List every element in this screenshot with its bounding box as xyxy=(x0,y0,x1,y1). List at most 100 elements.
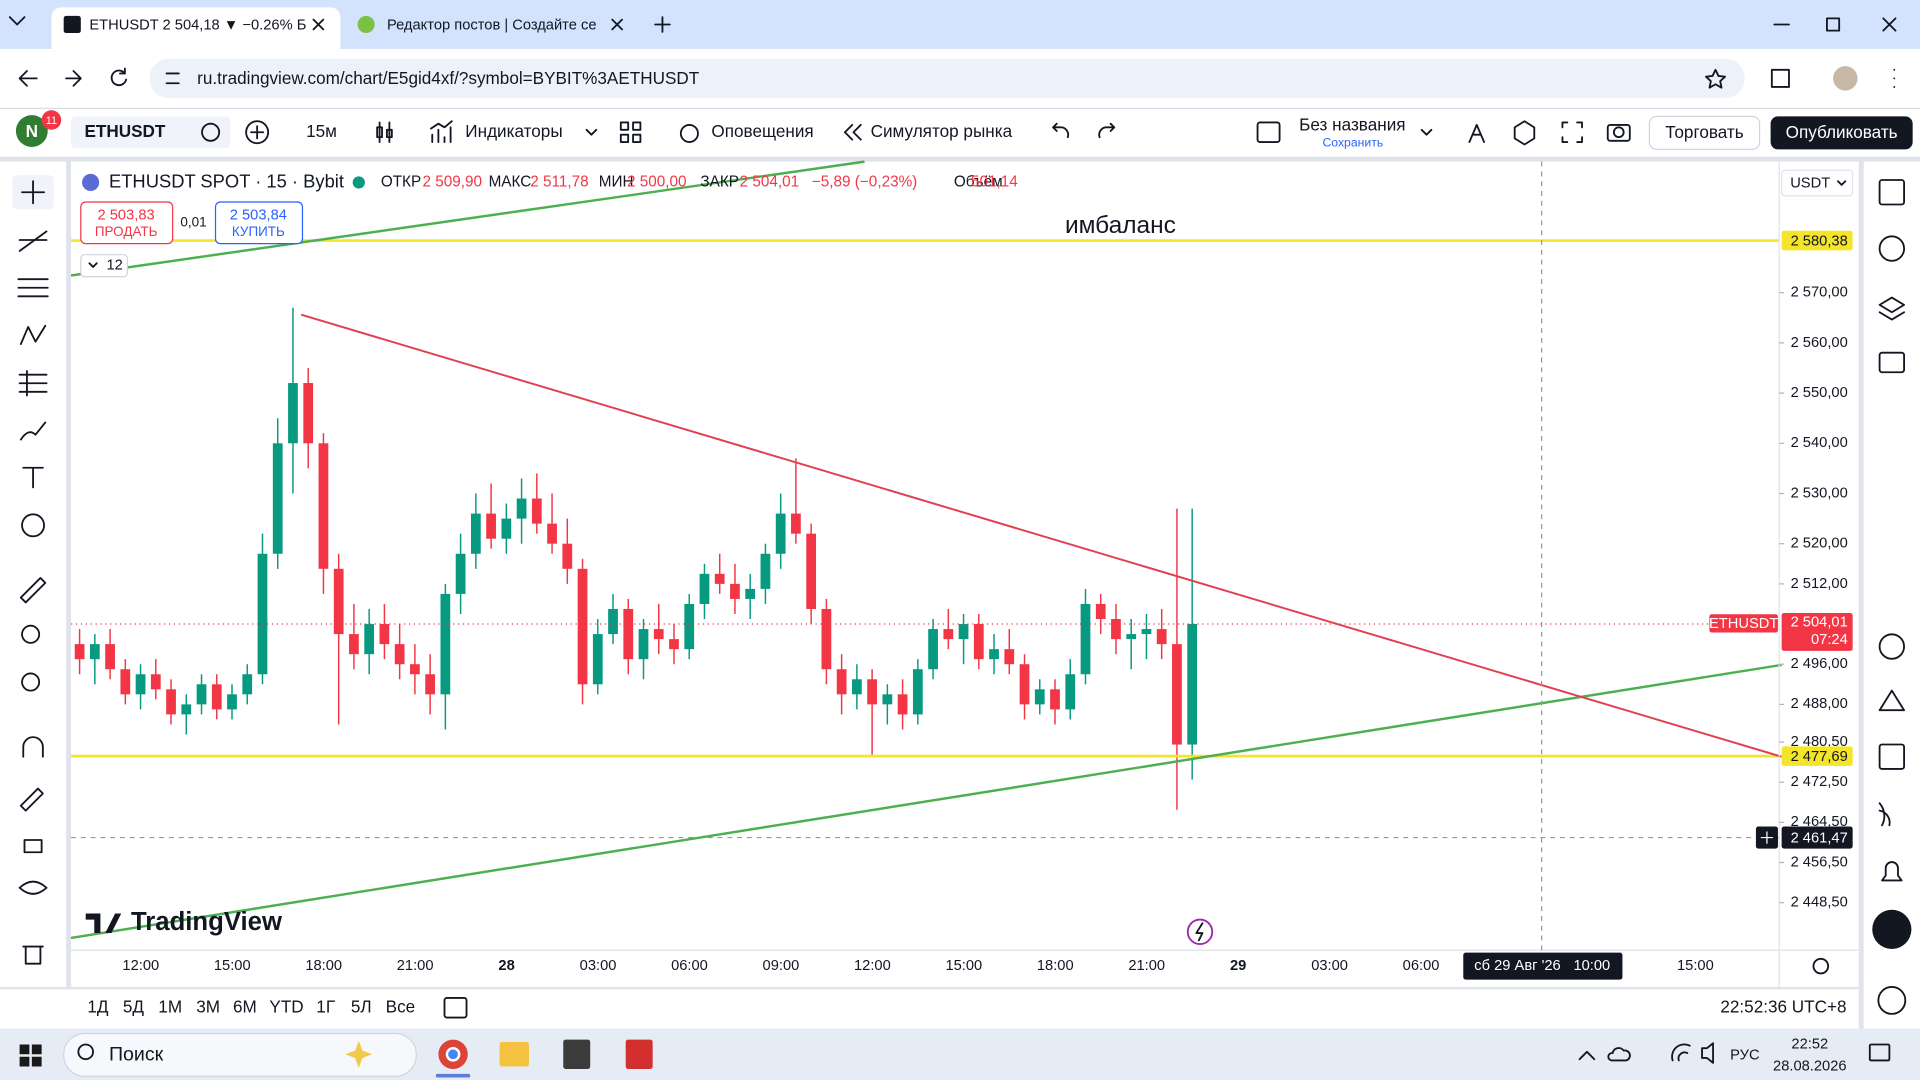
tab-title[interactable]: Редактор постов | Создайте се xyxy=(387,18,597,34)
range[interactable]: 5Д xyxy=(123,996,145,1016)
buy-button[interactable] xyxy=(214,201,304,245)
range[interactable]: YTD xyxy=(269,996,303,1016)
replay[interactable]: Симулятор рынка xyxy=(871,121,1013,141)
undo[interactable] xyxy=(1052,122,1070,139)
delete[interactable] xyxy=(22,945,44,965)
user-avatar[interactable] xyxy=(15,115,48,147)
chart-type[interactable] xyxy=(376,121,393,143)
onedrive[interactable] xyxy=(1607,1047,1631,1062)
trade-button[interactable] xyxy=(1648,115,1761,150)
alerts[interactable]: Оповещения xyxy=(711,121,813,141)
hide[interactable] xyxy=(18,880,48,895)
news[interactable] xyxy=(1878,802,1891,827)
site-info[interactable] xyxy=(165,72,180,85)
explorer[interactable] xyxy=(499,1042,529,1067)
range[interactable]: 1Д xyxy=(87,996,109,1016)
tab-close[interactable] xyxy=(611,18,623,31)
trend-line[interactable] xyxy=(70,663,1782,940)
sell-button[interactable] xyxy=(80,201,174,245)
range[interactable]: 1Г xyxy=(316,996,335,1016)
help[interactable] xyxy=(1877,986,1907,1015)
profile[interactable] xyxy=(1833,66,1858,91)
save[interactable]: Сохранить xyxy=(1322,135,1383,149)
redo[interactable] xyxy=(1098,122,1116,139)
forward[interactable] xyxy=(65,70,82,87)
close-window[interactable] xyxy=(1882,17,1897,32)
fib-tool[interactable] xyxy=(17,278,49,298)
start[interactable] xyxy=(19,1044,42,1067)
forecast-tool[interactable] xyxy=(18,370,48,397)
dropdown[interactable] xyxy=(585,128,598,136)
trend-line[interactable] xyxy=(70,160,865,277)
date[interactable]: 28.08.2026 xyxy=(1773,1058,1847,1074)
axis-settings[interactable] xyxy=(1812,957,1830,975)
tab-close[interactable] xyxy=(312,18,325,31)
stay-drawing[interactable] xyxy=(19,787,44,812)
ruler-tool[interactable] xyxy=(19,577,47,604)
notification-center[interactable] xyxy=(1868,1043,1891,1062)
logo[interactable]: TradingView xyxy=(131,908,283,936)
trend-line[interactable] xyxy=(300,313,1782,758)
indicators[interactable]: Индикаторы xyxy=(465,121,562,141)
notifications[interactable] xyxy=(1881,861,1903,882)
magnet[interactable] xyxy=(22,736,44,758)
calendar[interactable] xyxy=(1878,743,1905,770)
events[interactable] xyxy=(1186,918,1214,945)
search-box[interactable] xyxy=(63,1032,417,1077)
ideas[interactable] xyxy=(1878,689,1905,712)
screener[interactable] xyxy=(1878,633,1905,660)
brush-tool[interactable] xyxy=(19,421,47,441)
icon-tool[interactable] xyxy=(21,513,45,538)
go-to-date[interactable] xyxy=(443,997,468,1019)
extensions[interactable] xyxy=(1770,68,1790,88)
time[interactable]: 22:52 xyxy=(1791,1036,1828,1052)
annotation[interactable]: имбаланс xyxy=(1065,212,1176,239)
currency-button[interactable] xyxy=(1781,169,1854,197)
clock[interactable]: 22:52:36 UTC+8 xyxy=(1720,996,1846,1016)
range[interactable]: 6М xyxy=(233,996,257,1016)
add-symbol[interactable] xyxy=(245,120,270,145)
range[interactable]: 5Л xyxy=(351,996,372,1016)
layout-name[interactable]: Без названия xyxy=(1299,115,1405,135)
publish-button[interactable] xyxy=(1770,116,1913,150)
volume[interactable] xyxy=(1701,1042,1714,1064)
watchlist[interactable] xyxy=(1878,179,1905,206)
interval[interactable]: 15м xyxy=(306,121,337,141)
dropdown[interactable] xyxy=(1420,128,1433,136)
zoom-out[interactable] xyxy=(21,672,41,692)
bookmark[interactable] xyxy=(1705,68,1726,89)
snapshot[interactable] xyxy=(1606,123,1631,142)
pattern-tool[interactable] xyxy=(19,324,47,345)
indicators-toggle[interactable] xyxy=(80,254,128,278)
language[interactable]: РУС xyxy=(1730,1047,1760,1063)
wifi[interactable] xyxy=(1671,1043,1691,1062)
calculator[interactable] xyxy=(563,1039,591,1069)
symbol-search[interactable] xyxy=(71,116,231,149)
data-window[interactable] xyxy=(1878,296,1905,321)
back[interactable] xyxy=(18,70,38,87)
zoom-in[interactable] xyxy=(21,624,41,644)
settings[interactable] xyxy=(1513,120,1536,146)
range[interactable]: 1М xyxy=(158,996,182,1016)
text-tool[interactable] xyxy=(22,466,44,489)
products[interactable] xyxy=(1872,909,1912,949)
alerts-panel[interactable] xyxy=(1878,235,1905,262)
compare[interactable] xyxy=(201,122,221,142)
range[interactable]: Все xyxy=(386,996,416,1016)
chats[interactable] xyxy=(1878,351,1905,374)
tab-list[interactable] xyxy=(8,16,26,26)
pdf[interactable] xyxy=(625,1039,653,1069)
omnibox[interactable] xyxy=(149,58,1745,98)
quick-search[interactable] xyxy=(1468,123,1485,143)
maximize[interactable] xyxy=(1826,17,1841,32)
active-tab[interactable] xyxy=(51,7,341,49)
fullscreen[interactable] xyxy=(1561,121,1583,143)
lock[interactable] xyxy=(23,839,43,854)
trendline-tool[interactable] xyxy=(18,230,48,252)
new-tab[interactable] xyxy=(654,16,671,33)
reload[interactable] xyxy=(110,67,128,87)
crosshair-tool[interactable] xyxy=(21,180,45,205)
range[interactable]: 3М xyxy=(196,996,220,1016)
tray[interactable] xyxy=(1578,1050,1596,1061)
layouts[interactable] xyxy=(619,121,642,143)
